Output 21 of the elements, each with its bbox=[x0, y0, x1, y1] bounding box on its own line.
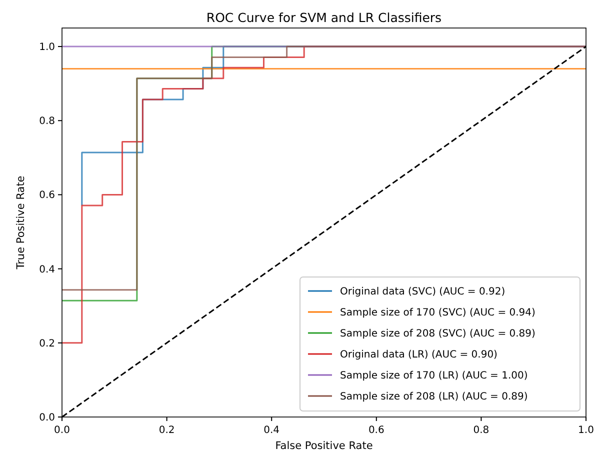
y-tick-label: 0.0 bbox=[39, 412, 55, 424]
legend-label: Original data (LR) (AUC = 0.90) bbox=[340, 350, 498, 360]
x-tick-label: 0.6 bbox=[368, 425, 384, 436]
legend-label: Sample size of 208 (SVC) (AUC = 0.89) bbox=[340, 328, 536, 340]
x-tick-label: 0.8 bbox=[473, 425, 490, 436]
legend-label: Sample size of 208 (LR) (AUC = 0.89) bbox=[340, 392, 528, 402]
x-axis-title: False Positive Rate bbox=[275, 440, 373, 452]
legend-label: Original data (SVC) (AUC = 0.92) bbox=[340, 286, 506, 298]
legend-label: Sample size of 170 (SVC) (AUC = 0.94) bbox=[340, 308, 536, 318]
legend-label: Sample size of 170 (LR) (AUC = 1.00) bbox=[340, 370, 528, 382]
y-tick-label: 0.6 bbox=[39, 190, 55, 202]
y-tick-label: 0.8 bbox=[39, 116, 55, 128]
x-tick-label: 0.2 bbox=[158, 425, 175, 436]
y-tick-label: 0.4 bbox=[39, 264, 55, 276]
x-tick-label: 1.0 bbox=[578, 425, 594, 436]
x-tick-label: 0.4 bbox=[264, 425, 280, 436]
y-tick-label: 1.0 bbox=[39, 42, 55, 54]
chart-title: ROC Curve for SVM and LR Classifiers bbox=[206, 10, 442, 25]
y-axis-title: True Positive Rate bbox=[15, 176, 27, 270]
y-tick-label: 0.2 bbox=[39, 338, 55, 350]
x-tick-label: 0.0 bbox=[54, 425, 70, 436]
